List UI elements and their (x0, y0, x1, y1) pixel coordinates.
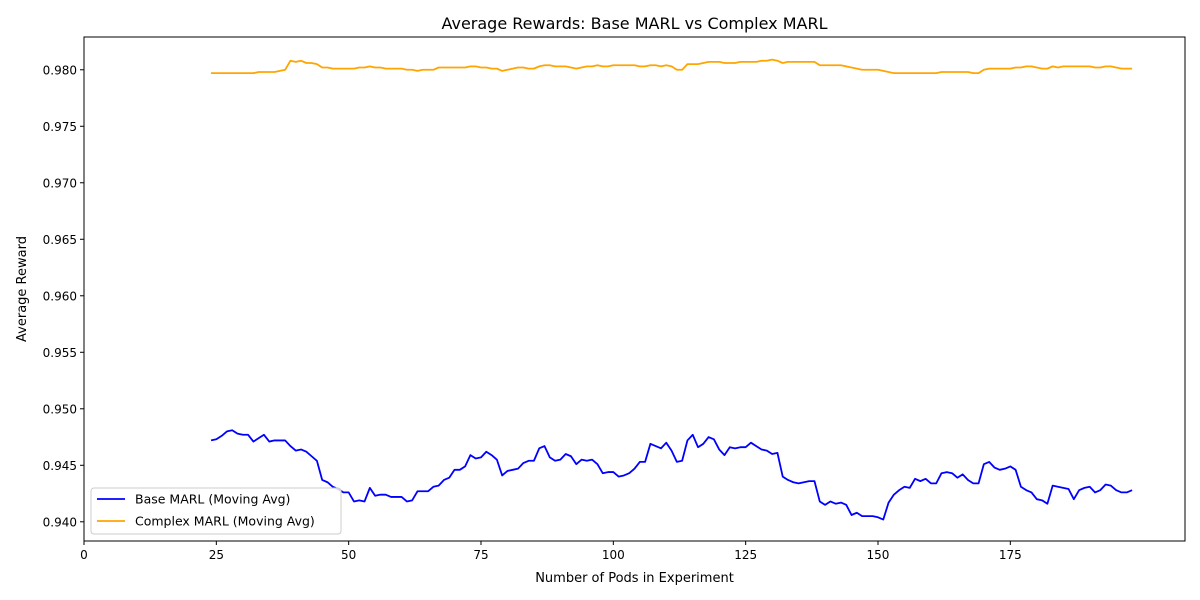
x-tick-label: 75 (473, 548, 488, 562)
legend: Base MARL (Moving Avg) Complex MARL (Mov… (90, 487, 342, 535)
x-tick-label: 50 (341, 548, 356, 562)
x-tick-label: 150 (867, 548, 890, 562)
x-tick-label: 100 (602, 548, 625, 562)
y-tick-label: 0.950 (43, 402, 77, 416)
x-axis-ticks: 0 25 50 75 100 125 150 175 (80, 541, 1022, 562)
y-tick-label: 0.975 (43, 120, 77, 134)
y-tick-label: 0.940 (43, 515, 77, 529)
x-tick-label: 0 (80, 548, 88, 562)
y-tick-label: 0.955 (43, 346, 77, 360)
plot-frame (83, 36, 1186, 542)
legend-frame (90, 487, 342, 535)
x-tick-label: 175 (999, 548, 1022, 562)
y-tick-label: 0.970 (43, 176, 77, 190)
y-tick-label: 0.980 (43, 63, 77, 77)
series-line-1 (211, 58, 1133, 75)
legend-label-base-marl: Base MARL (Moving Avg) (135, 492, 290, 507)
y-axis-label: Average Reward (15, 236, 30, 342)
series-line-0 (210, 429, 1133, 521)
y-tick-label: 0.945 (43, 459, 77, 473)
y-tick-label: 0.960 (43, 289, 77, 303)
legend-label-complex-marl: Complex MARL (Moving Avg) (135, 514, 315, 529)
y-tick-label: 0.965 (43, 233, 77, 247)
x-axis-label: Number of Pods in Experiment (535, 571, 734, 586)
x-tick-label: 25 (209, 548, 224, 562)
plot-lines (210, 58, 1133, 521)
chart-title: Average Rewards: Base MARL vs Complex MA… (441, 14, 827, 33)
y-axis-ticks: 0.940 0.945 0.950 0.955 0.960 0.965 0.970 0.975… (43, 63, 84, 529)
x-tick-label: 125 (734, 548, 757, 562)
